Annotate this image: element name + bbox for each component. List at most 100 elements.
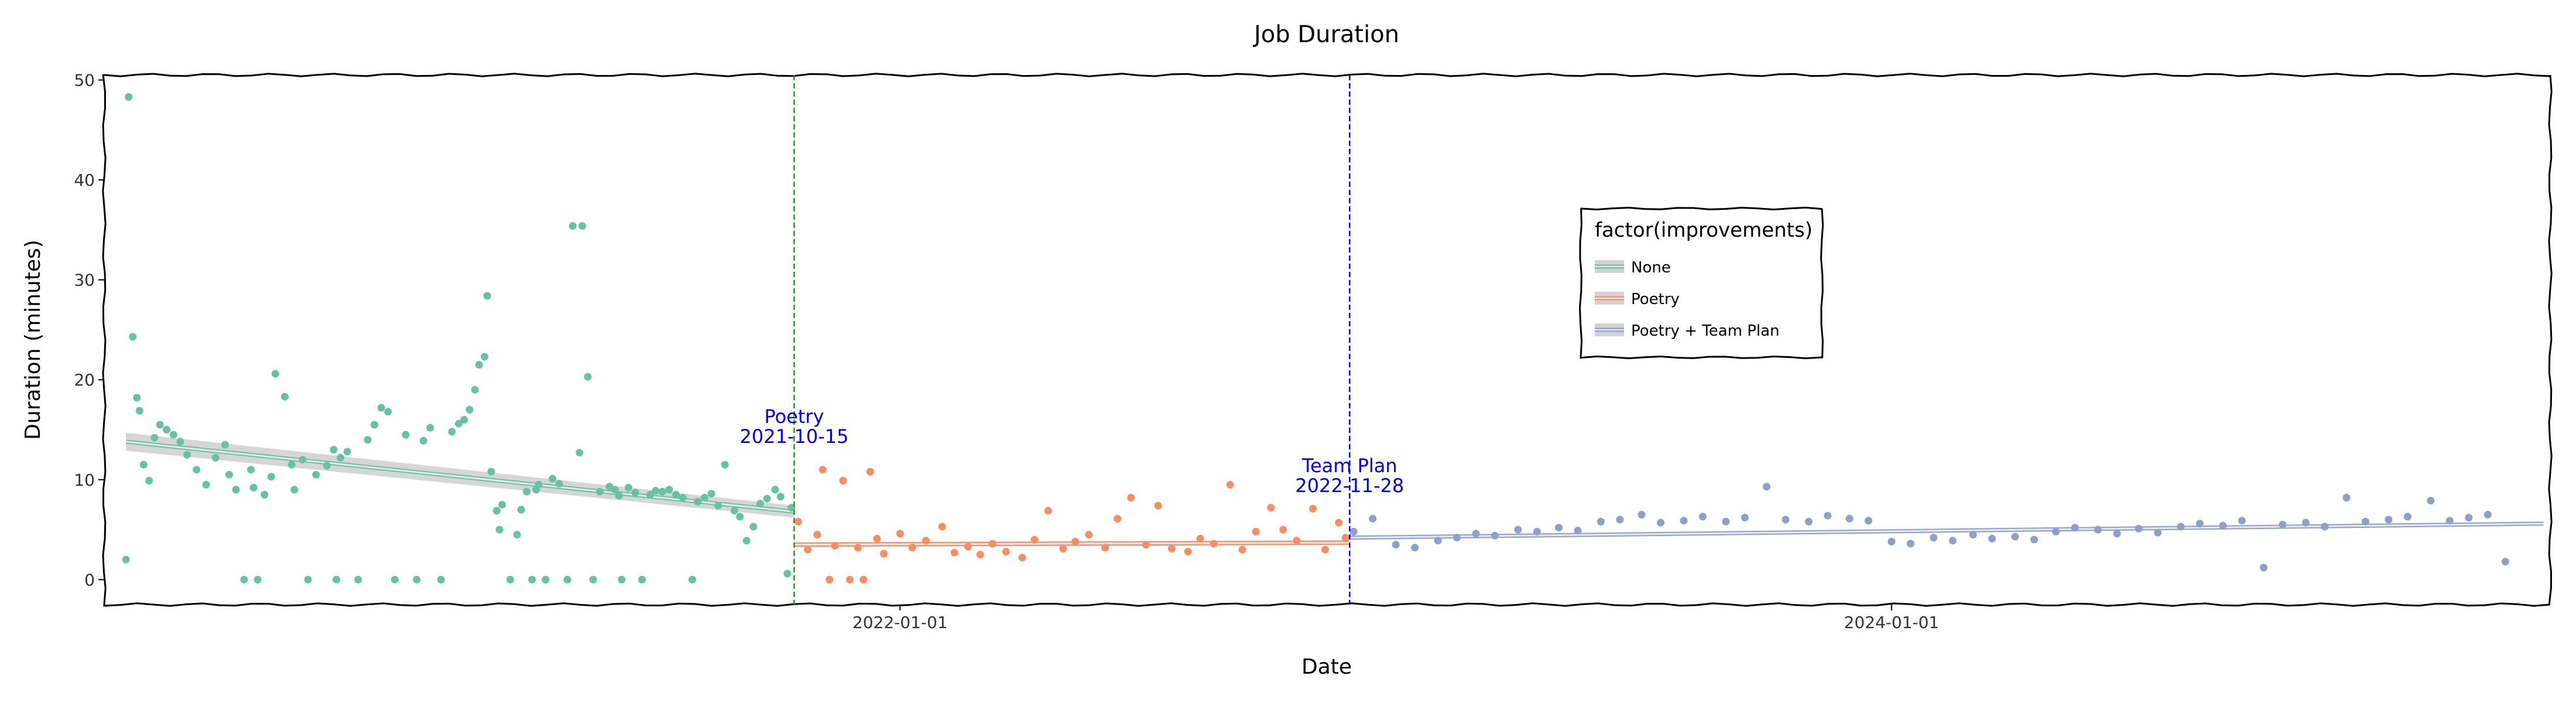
data-point	[304, 575, 312, 583]
data-point	[419, 436, 427, 445]
data-point	[125, 93, 133, 101]
data-point	[290, 486, 299, 494]
legend-title: factor(improvements)	[1595, 219, 1813, 242]
data-point	[371, 421, 379, 429]
data-point	[578, 222, 587, 230]
data-point	[555, 480, 563, 488]
data-point	[1267, 504, 1275, 512]
data-point	[658, 487, 666, 496]
data-point	[618, 575, 626, 583]
data-point	[1030, 535, 1039, 544]
data-point	[492, 507, 501, 515]
data-point	[1252, 528, 1260, 535]
data-point	[135, 407, 143, 415]
data-point	[2113, 530, 2121, 538]
data-point	[1906, 540, 1914, 548]
data-point	[193, 466, 201, 474]
data-point	[122, 555, 130, 564]
data-point	[1616, 516, 1624, 524]
data-point	[1969, 531, 1977, 539]
data-point	[1226, 480, 1234, 489]
data-point	[714, 501, 722, 510]
data-point	[749, 523, 758, 531]
data-point	[1044, 507, 1052, 515]
data-point	[312, 470, 320, 479]
data-point	[1114, 514, 1122, 523]
data-point	[1341, 534, 1349, 542]
data-point	[568, 222, 577, 230]
data-point	[139, 460, 148, 469]
y-tick-label: 50	[74, 71, 95, 90]
data-point	[964, 542, 972, 551]
data-point	[1434, 537, 1442, 545]
data-point	[1782, 516, 1790, 524]
data-point	[535, 480, 543, 489]
data-point	[528, 575, 536, 583]
data-point	[211, 453, 220, 462]
data-point	[354, 575, 362, 583]
data-point	[460, 416, 468, 424]
data-point	[839, 477, 847, 484]
data-point	[549, 475, 556, 483]
data-point	[1101, 544, 1109, 552]
series-none	[122, 93, 796, 583]
data-point	[176, 438, 184, 446]
legend-item-label: Poetry	[1631, 291, 1680, 308]
data-point	[261, 490, 269, 499]
data-point	[771, 486, 779, 494]
data-point	[333, 575, 341, 583]
data-point	[742, 537, 751, 545]
data-point	[1804, 517, 1813, 525]
data-point	[1948, 537, 1957, 545]
data-point	[584, 373, 592, 381]
annotation-label: Poetry	[764, 405, 824, 428]
data-point	[1657, 518, 1664, 527]
data-point	[523, 487, 530, 496]
data-point	[287, 460, 296, 469]
data-point	[721, 460, 729, 469]
data-point	[495, 525, 503, 534]
data-point	[2385, 516, 2393, 524]
data-point	[1167, 545, 1176, 552]
data-point	[364, 436, 372, 444]
legend-key	[1595, 260, 1624, 273]
data-point	[221, 441, 229, 449]
data-point	[1741, 514, 1749, 522]
data-point	[390, 575, 399, 583]
data-point	[426, 424, 434, 432]
data-point	[1309, 504, 1317, 513]
data-point	[631, 489, 639, 497]
data-point	[672, 490, 680, 499]
data-point	[1864, 517, 1872, 525]
data-point	[707, 490, 715, 498]
data-point	[652, 487, 660, 495]
data-point	[150, 434, 159, 442]
data-point	[1279, 525, 1287, 534]
data-point	[611, 486, 619, 494]
data-point	[247, 466, 255, 474]
data-point	[1127, 494, 1135, 501]
data-point	[1196, 534, 1204, 542]
data-point	[615, 492, 623, 500]
data-point	[225, 470, 233, 479]
data-point	[455, 419, 463, 428]
data-point	[859, 575, 868, 583]
data-point	[240, 575, 248, 583]
data-point	[625, 483, 632, 492]
data-point	[2011, 533, 2019, 541]
data-point	[2445, 517, 2454, 525]
data-point	[254, 575, 262, 583]
trend-line	[1349, 523, 2544, 539]
data-point	[736, 513, 744, 521]
data-point	[202, 480, 210, 489]
legend: factor(improvements) None Poetry Poetry + T…	[1578, 206, 1824, 360]
plot-frame	[102, 73, 2553, 607]
y-tick-label: 20	[74, 370, 95, 390]
data-point	[337, 453, 345, 462]
data-point	[2501, 558, 2509, 566]
data-point	[665, 486, 673, 494]
data-point	[465, 405, 474, 414]
data-point	[908, 544, 916, 552]
data-point	[377, 404, 385, 412]
data-point	[267, 473, 275, 481]
